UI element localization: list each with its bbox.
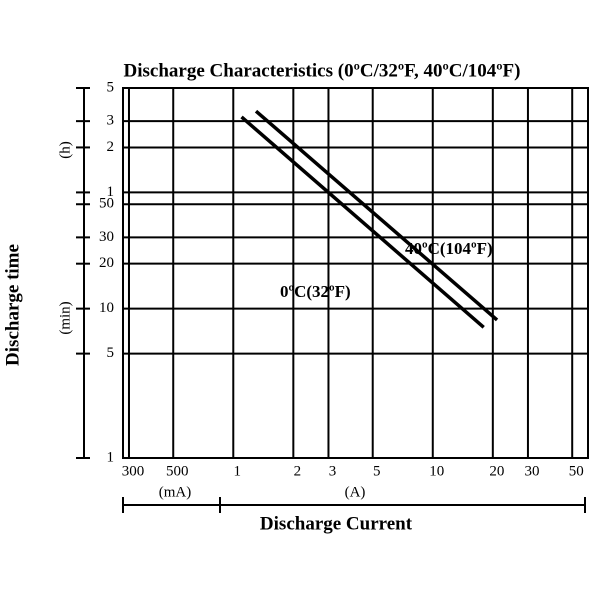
x-tick-label: 30 <box>524 463 539 479</box>
x-tick-label: 50 <box>569 463 584 479</box>
y-tick-label: 10 <box>99 300 114 316</box>
y-tick-label: 1 <box>107 184 115 200</box>
x-axis-label: Discharge Current <box>260 513 413 534</box>
x-bracket <box>122 497 586 513</box>
y-tick-label: 5 <box>107 345 115 361</box>
y-unit: (min) <box>57 301 73 334</box>
x-unit: (A) <box>345 484 366 500</box>
series-line <box>254 109 499 322</box>
y-tick-label: 30 <box>99 229 114 245</box>
x-tick-label: 20 <box>489 463 504 479</box>
y-unit: (h) <box>57 141 73 159</box>
series-label: 40ºC(104ºF) <box>405 239 493 258</box>
y-tick-label: 3 <box>107 113 115 129</box>
y-tick-label: 50 <box>99 196 114 212</box>
series-label: 0ºC(32ºF) <box>280 282 351 301</box>
y-tick-label: 1 <box>107 449 115 465</box>
x-tick-label: 1 <box>234 463 242 479</box>
x-tick-label: 300 <box>122 463 145 479</box>
x-tick-label: 5 <box>373 463 381 479</box>
y-tick-label: 20 <box>99 255 114 271</box>
y-axis-label: Discharge time <box>2 244 23 366</box>
series-line <box>240 115 485 329</box>
y-tick-label: 2 <box>107 139 115 155</box>
x-tick-label: 500 <box>166 463 189 479</box>
chart-title: Discharge Characteristics (0ºC/32ºF, 40º… <box>124 60 521 81</box>
plot-frame <box>122 87 589 459</box>
x-tick-label: 10 <box>429 463 444 479</box>
x-tick-label: 3 <box>329 463 337 479</box>
y-tick-label: 5 <box>107 79 115 95</box>
x-tick-label: 2 <box>294 463 302 479</box>
x-unit: (mA) <box>159 484 192 500</box>
